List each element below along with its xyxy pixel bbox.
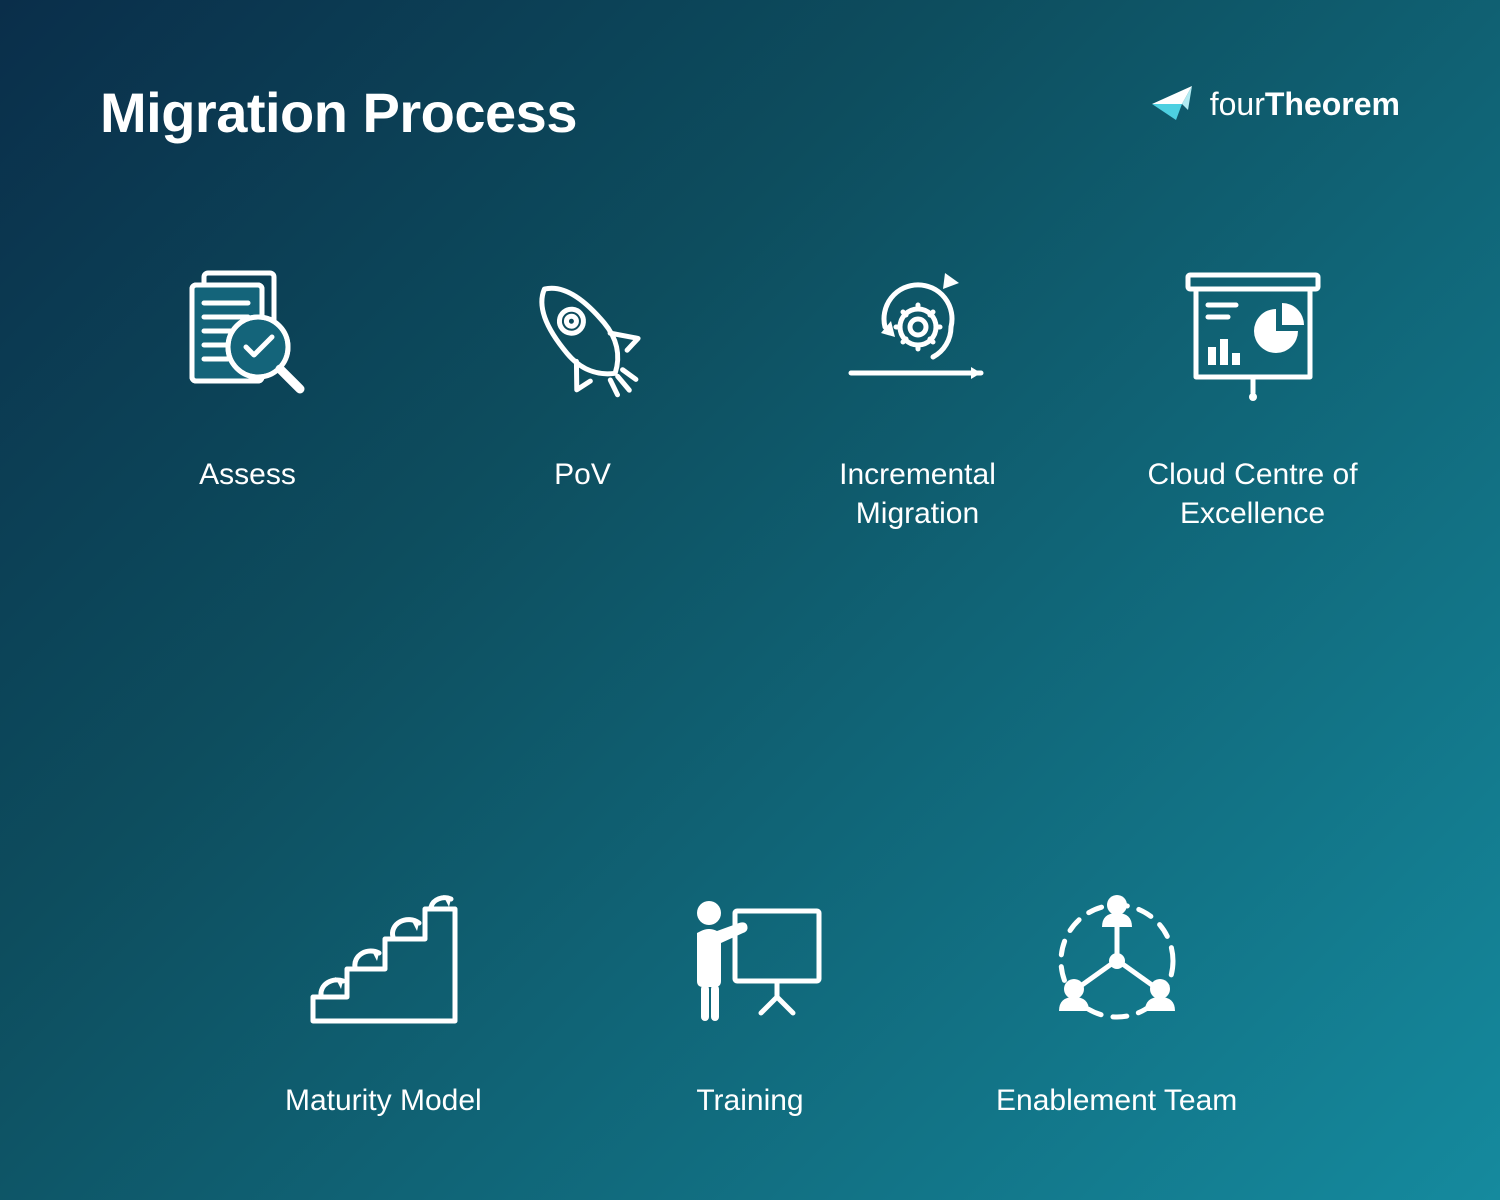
item-label: Training (696, 1081, 803, 1120)
item-label: Incremental Migration (788, 455, 1048, 533)
item-training: Training (587, 871, 914, 1120)
item-label: Maturity Model (285, 1081, 482, 1120)
item-label: Cloud Centre of Excellence (1123, 455, 1383, 533)
item-assess: Assess (100, 245, 395, 831)
paper-plane-icon (1148, 80, 1202, 128)
item-incremental: Incremental Migration (770, 245, 1065, 831)
trainer-icon (660, 871, 840, 1051)
brand-second: Theorem (1265, 86, 1400, 122)
agile-icon (828, 245, 1008, 425)
item-enablement: Enablement Team (953, 871, 1280, 1120)
team-icon (1027, 871, 1207, 1051)
assess-icon (158, 245, 338, 425)
stairs-icon (293, 871, 473, 1051)
item-label: PoV (554, 455, 611, 494)
header: Migration Process fourTheorem (100, 80, 1400, 145)
row-2: Maturity Model Training (100, 871, 1400, 1120)
infographic-container: Migration Process fourTheorem (0, 0, 1500, 1200)
item-ccoe: Cloud Centre of Excellence (1105, 245, 1400, 831)
row-1: Assess PoV (100, 245, 1400, 831)
brand-logo: fourTheorem (1148, 80, 1400, 128)
item-label: Assess (199, 455, 296, 494)
item-label: Enablement Team (996, 1081, 1237, 1120)
brand-first: four (1210, 86, 1265, 122)
page-title: Migration Process (100, 80, 577, 145)
item-maturity: Maturity Model (220, 871, 547, 1120)
item-pov: PoV (435, 245, 730, 831)
presentation-chart-icon (1163, 245, 1343, 425)
brand-name: fourTheorem (1210, 86, 1400, 123)
rocket-icon (493, 245, 673, 425)
